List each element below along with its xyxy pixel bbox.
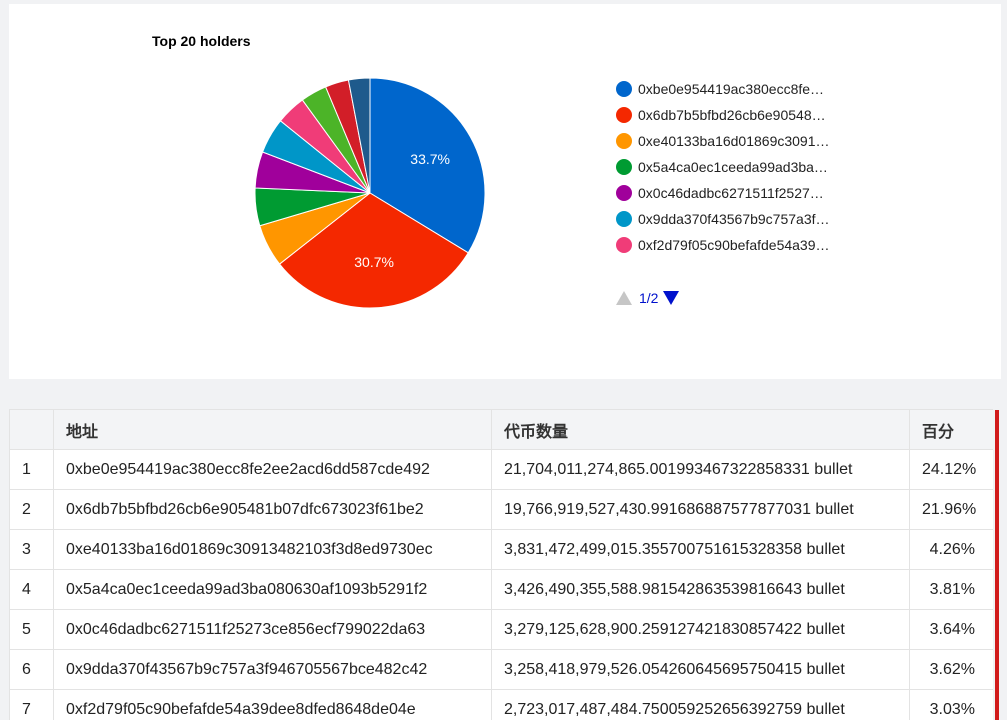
chart-panel: Top 20 holders 33.7% 30.7% 0xbe0e954419ac… xyxy=(9,4,1001,379)
row-amount: 3,426,490,355,588.981542863539816643 bul… xyxy=(491,569,910,610)
holders-table: 地址 代币数量 百分 1 0xbe0e954419ac380ecc8fe2ee2… xyxy=(9,409,993,720)
legend-label: 0xf2d79f05c90befafde54a39… xyxy=(638,237,830,253)
row-index: 6 xyxy=(9,649,54,690)
row-amount: 21,704,011,274,865.001993467322858331 bu… xyxy=(491,449,910,490)
page-up-icon[interactable] xyxy=(616,291,632,305)
legend-item[interactable]: 0x5a4ca0ec1ceeda99ad3ba… xyxy=(616,154,830,180)
legend-dot-icon xyxy=(616,159,632,175)
legend-label: 0x6db7b5bfbd26cb6e90548… xyxy=(638,107,826,123)
table-row[interactable]: 5 0x0c46dadbc6271511f25273ce856ecf799022… xyxy=(9,609,993,650)
legend-label: 0x9dda370f43567b9c757a3f… xyxy=(638,211,830,227)
row-amount: 3,831,472,499,015.355700751615328358 bul… xyxy=(491,529,910,570)
legend-dot-icon xyxy=(616,81,632,97)
row-index: 4 xyxy=(9,569,54,610)
header-amount[interactable]: 代币数量 xyxy=(491,409,910,450)
row-percent: 3.64% xyxy=(909,609,993,650)
legend-dot-icon xyxy=(616,185,632,201)
header-index xyxy=(9,409,54,450)
table-row[interactable]: 3 0xe40133ba16d01869c30913482103f3d8ed97… xyxy=(9,529,993,570)
chart-legend: 0xbe0e954419ac380ecc8fe… 0x6db7b5bfbd26cb… xyxy=(616,76,830,258)
page-down-icon[interactable] xyxy=(663,291,680,305)
row-percent: 3.81% xyxy=(909,569,993,610)
row-index: 2 xyxy=(9,489,54,530)
legend-item[interactable]: 0xf2d79f05c90befafde54a39… xyxy=(616,232,830,258)
row-address[interactable]: 0x6db7b5bfbd26cb6e905481b07dfc673023f61b… xyxy=(53,489,492,530)
row-amount: 19,766,919,527,430.991686887577877031 bu… xyxy=(491,489,910,530)
row-amount: 3,279,125,628,900.259127421830857422 bul… xyxy=(491,609,910,650)
table-header-row: 地址 代币数量 百分 xyxy=(9,409,993,450)
row-address[interactable]: 0x0c46dadbc6271511f25273ce856ecf799022da… xyxy=(53,609,492,650)
chart-title: Top 20 holders xyxy=(152,33,251,49)
legend-pager: 1/2 xyxy=(616,290,680,306)
table-row[interactable]: 1 0xbe0e954419ac380ecc8fe2ee2acd6dd587cd… xyxy=(9,449,993,490)
row-amount: 3,258,418,979,526.054260645695750415 bul… xyxy=(491,649,910,690)
scrollbar[interactable] xyxy=(995,410,999,720)
slice-data-label: 30.7% xyxy=(354,254,394,270)
slice-data-label: 33.7% xyxy=(410,151,450,167)
legend-dot-icon xyxy=(616,133,632,149)
legend-item[interactable]: 0x6db7b5bfbd26cb6e90548… xyxy=(616,102,830,128)
header-percent[interactable]: 百分 xyxy=(909,409,993,450)
pie-chart[interactable]: 33.7% 30.7% xyxy=(9,4,1001,379)
legend-dot-icon xyxy=(616,107,632,123)
legend-dot-icon xyxy=(616,237,632,253)
table-row[interactable]: 7 0xf2d79f05c90befafde54a39dee8dfed8648d… xyxy=(9,689,993,720)
legend-label: 0x0c46dadbc6271511f2527… xyxy=(638,185,824,201)
row-index: 7 xyxy=(9,689,54,720)
row-index: 1 xyxy=(9,449,54,490)
holders-table-panel: 地址 代币数量 百分 1 0xbe0e954419ac380ecc8fe2ee2… xyxy=(9,409,993,720)
row-percent: 3.03% xyxy=(909,689,993,720)
pie-slice[interactable] xyxy=(278,192,469,309)
legend-item[interactable]: 0xe40133ba16d01869c3091… xyxy=(616,128,830,154)
row-index: 3 xyxy=(9,529,54,570)
table-row[interactable]: 6 0x9dda370f43567b9c757a3f946705567bce48… xyxy=(9,649,993,690)
legend-item[interactable]: 0xbe0e954419ac380ecc8fe… xyxy=(616,76,830,102)
legend-item[interactable]: 0x9dda370f43567b9c757a3f… xyxy=(616,206,830,232)
row-percent: 4.26% xyxy=(909,529,993,570)
row-percent: 24.12% xyxy=(909,449,993,490)
legend-label: 0xe40133ba16d01869c3091… xyxy=(638,133,830,149)
pie-slice[interactable] xyxy=(347,77,371,194)
legend-dot-icon xyxy=(616,211,632,227)
row-address[interactable]: 0xf2d79f05c90befafde54a39dee8dfed8648de0… xyxy=(53,689,492,720)
pie-slice[interactable] xyxy=(369,77,486,254)
row-amount: 2,723,017,487,484.750059252656392759 bul… xyxy=(491,689,910,720)
row-address[interactable]: 0xe40133ba16d01869c30913482103f3d8ed9730… xyxy=(53,529,492,570)
row-address[interactable]: 0x5a4ca0ec1ceeda99ad3ba080630af1093b5291… xyxy=(53,569,492,610)
legend-label: 0xbe0e954419ac380ecc8fe… xyxy=(638,81,825,97)
legend-item[interactable]: 0x0c46dadbc6271511f2527… xyxy=(616,180,830,206)
row-index: 5 xyxy=(9,609,54,650)
table-row[interactable]: 4 0x5a4ca0ec1ceeda99ad3ba080630af1093b52… xyxy=(9,569,993,610)
row-percent: 3.62% xyxy=(909,649,993,690)
legend-label: 0x5a4ca0ec1ceeda99ad3ba… xyxy=(638,159,828,175)
row-address[interactable]: 0xbe0e954419ac380ecc8fe2ee2acd6dd587cde4… xyxy=(53,449,492,490)
page-indicator: 1/2 xyxy=(639,290,659,306)
row-address[interactable]: 0x9dda370f43567b9c757a3f946705567bce482c… xyxy=(53,649,492,690)
header-address[interactable]: 地址 xyxy=(53,409,492,450)
table-row[interactable]: 2 0x6db7b5bfbd26cb6e905481b07dfc673023f6… xyxy=(9,489,993,530)
row-percent: 21.96% xyxy=(909,489,993,530)
